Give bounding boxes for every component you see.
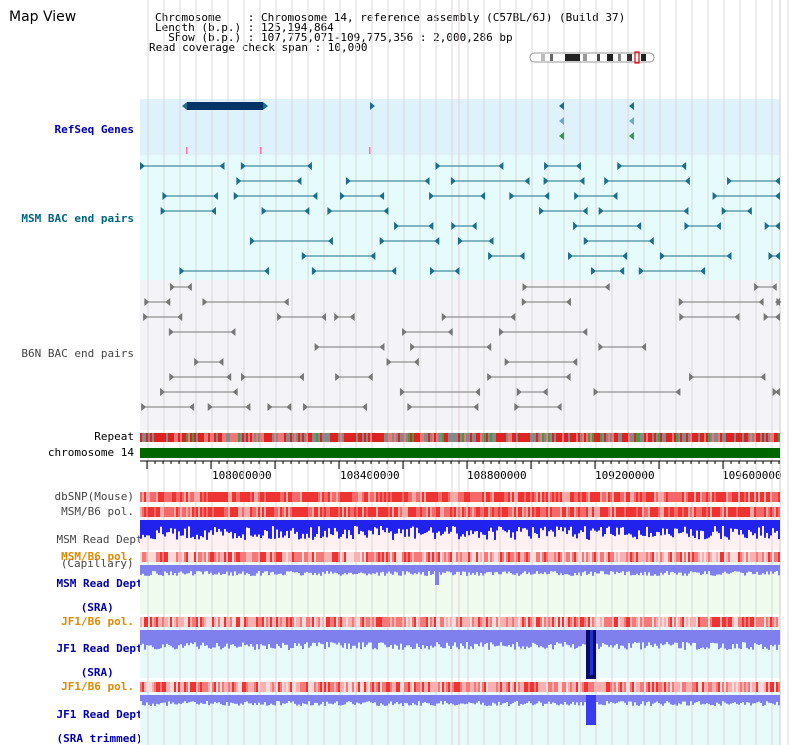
track-label-msm-b6-pol-2[interactable]: MSM/B6 pol.	[61, 550, 134, 563]
track-label-jf1-depth-trimmed-line2: (SRA trimmed)	[56, 732, 143, 745]
track-label-jf1-b6-pol-1[interactable]: JF1/B6 pol.	[61, 615, 134, 628]
track-label-refseq[interactable]: RefSeq Genes	[54, 123, 134, 136]
position-axis	[140, 460, 780, 469]
track-label-msm-bac[interactable]: MSM BAC end pairs	[21, 212, 134, 225]
info-show-range: Show (b.p.) : 107,775,071-109,775,356 : …	[155, 31, 513, 44]
b6n-bac-end-pairs	[141, 283, 782, 411]
dbsnp-track	[140, 492, 780, 502]
refseq-gene-features	[182, 102, 634, 154]
track-label-msm-b6-pol-1[interactable]: MSM/B6 pol.	[61, 505, 134, 518]
chromosome-bar	[140, 448, 780, 458]
msm-depth-sra-bars	[140, 565, 780, 585]
jf1-b6-pol-track-2	[140, 682, 780, 692]
track-label-msm-depth-capillary-line2: (Capillary)	[60, 557, 134, 570]
info-chromosome: Chromosome : Chromosome 14, reference as…	[155, 11, 626, 24]
track-label-jf1-b6-pol-2[interactable]: JF1/B6 pol.	[61, 680, 134, 693]
repeat-track-bar	[140, 433, 780, 442]
jf1-b6-pol-track-1	[140, 617, 780, 627]
track-label-msm-depth-sra-line2: (SRA)	[80, 601, 114, 614]
chromosome-ideogram-icon	[529, 51, 655, 64]
map-view-title: Map View	[9, 9, 77, 25]
msm-b6-pol-track-1	[140, 507, 780, 517]
msm-bac-end-pairs	[140, 162, 780, 275]
axis-tick-label: 108800000	[467, 469, 527, 482]
msm-b6-pol-track-2	[140, 552, 780, 562]
track-label-jf1-depth-sra-line2: (SRA)	[80, 666, 114, 679]
track-label-chromosome[interactable]: chromosome 14	[47, 446, 134, 459]
info-length: Length (b.p.) : 125,194,864	[155, 21, 334, 34]
jf1-depth-trimmed-bars	[140, 695, 780, 725]
msm-depth-capillary-bars	[140, 520, 780, 540]
axis-tick-label: 108000000	[212, 469, 272, 482]
track-label-repeat[interactable]: Repeat	[94, 430, 134, 443]
axis-tick-label: 109200000	[595, 469, 655, 482]
msm-bac-track-background	[140, 155, 780, 280]
track-label-dbsnp[interactable]: dbSNP(Mouse)	[54, 490, 134, 503]
axis-tick-label: 109600000	[722, 469, 782, 482]
axis-tick-label: 108400000	[340, 469, 400, 482]
info-coverage-span: Read coverage check span : 10,000	[149, 41, 368, 54]
jf1-depth-sra-bars	[140, 630, 780, 679]
b6n-bac-track-background	[140, 280, 780, 430]
track-label-b6n-bac[interactable]: B6N BAC end pairs	[21, 347, 134, 360]
